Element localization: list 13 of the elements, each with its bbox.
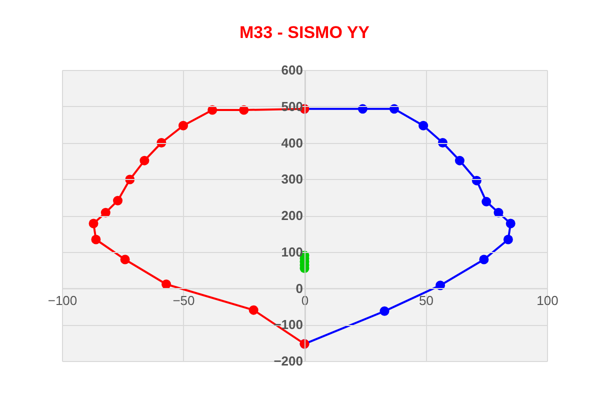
- chart-title: M33 - SISMO YY: [239, 23, 370, 42]
- y-tick-label: 200: [281, 208, 303, 223]
- y-tick-label: 600: [281, 62, 303, 78]
- y-tick-label: 100: [281, 244, 303, 260]
- x-tick-label: 100: [536, 292, 558, 308]
- y-tick-label: 300: [281, 172, 303, 187]
- x-tick-label: 50: [419, 292, 434, 308]
- y-tick-label: −200: [274, 354, 303, 368]
- y-tick-label: 0: [296, 280, 303, 296]
- y-tick-label: 400: [281, 135, 303, 150]
- y-tick-label: −100: [274, 317, 303, 332]
- x-tick-label: −50: [172, 292, 195, 308]
- x-tick-label: −100: [48, 292, 78, 308]
